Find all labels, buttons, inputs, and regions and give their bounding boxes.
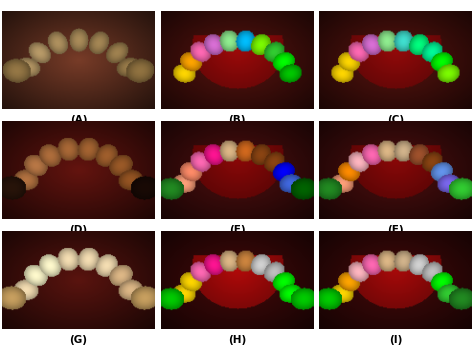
Text: (C): (C) [387, 115, 404, 125]
Text: (D): (D) [70, 225, 88, 235]
Text: (A): (A) [70, 115, 87, 125]
Text: (F): (F) [387, 225, 404, 235]
Text: (G): (G) [70, 335, 88, 345]
Text: (E): (E) [228, 225, 246, 235]
Text: (B): (B) [228, 115, 246, 125]
Text: (I): (I) [389, 335, 402, 345]
Text: (H): (H) [228, 335, 246, 345]
